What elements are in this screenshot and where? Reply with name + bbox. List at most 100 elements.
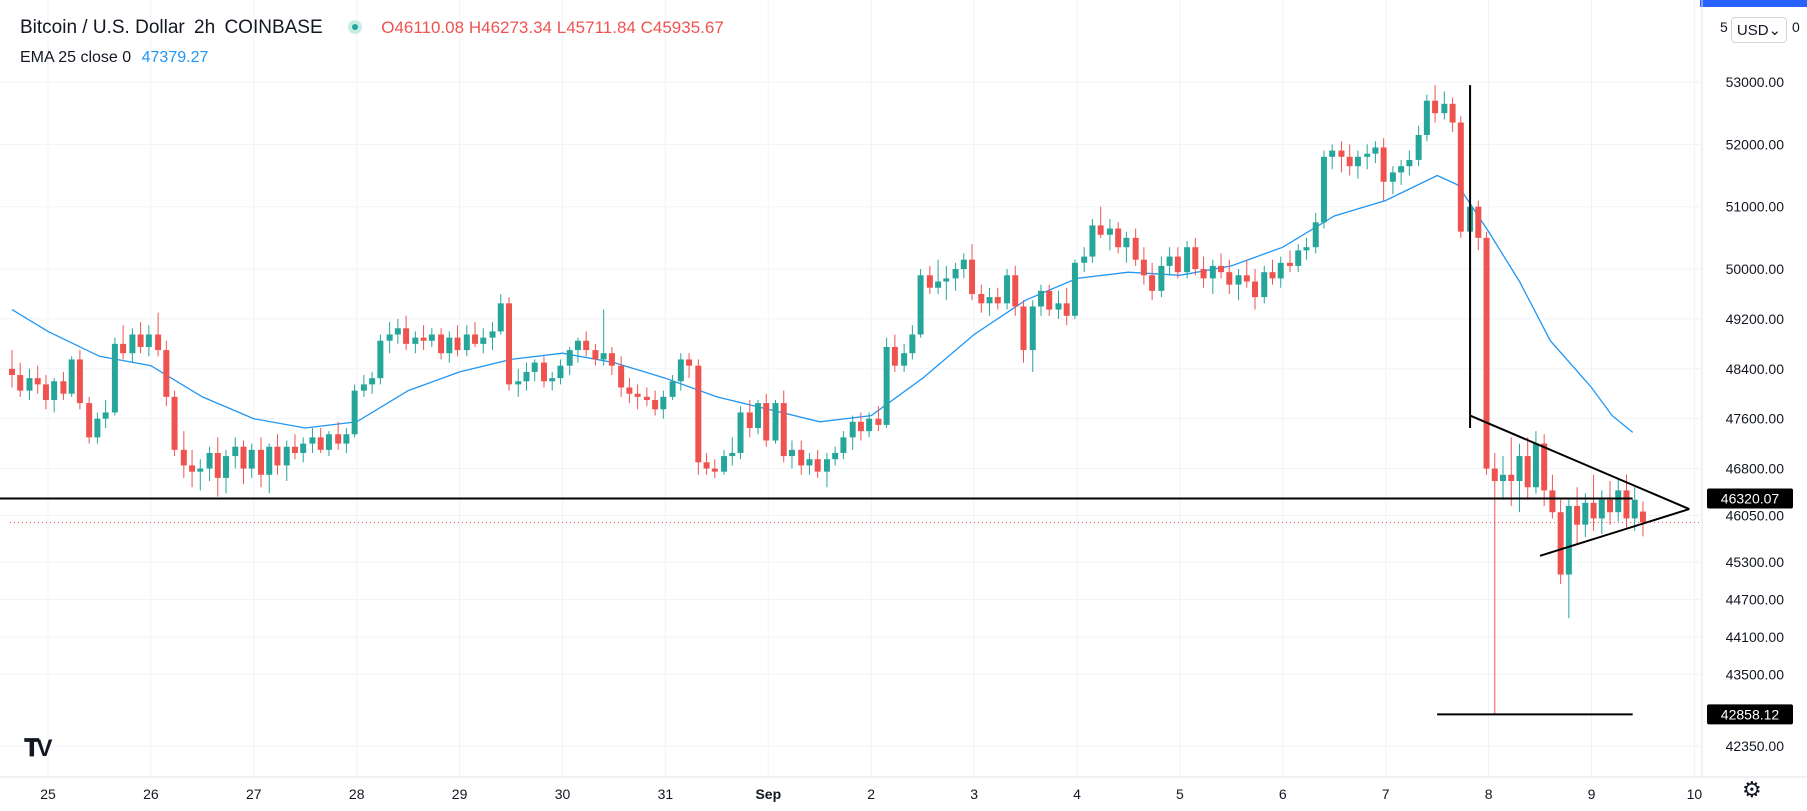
symbol-legend[interactable]: Bitcoin / U.S. Dollar 2h COINBASE O46110… bbox=[20, 17, 724, 39]
candle bbox=[1329, 144, 1336, 170]
candle bbox=[343, 428, 350, 453]
candle-body bbox=[618, 365, 625, 388]
candle bbox=[1549, 474, 1556, 519]
candle bbox=[540, 356, 547, 388]
price-labels: 46320.07 42858.12 bbox=[1707, 488, 1793, 725]
candle-body bbox=[1295, 250, 1302, 266]
gear-icon[interactable]: ⚙ bbox=[1742, 777, 1762, 802]
candle-body bbox=[1406, 159, 1413, 167]
candle bbox=[626, 378, 633, 404]
candle-body bbox=[755, 403, 762, 429]
candle-body bbox=[42, 384, 49, 400]
candle-body bbox=[1500, 474, 1507, 482]
candle bbox=[1432, 85, 1439, 123]
candle-body bbox=[111, 343, 118, 413]
candle-body bbox=[1218, 265, 1225, 273]
candle bbox=[557, 359, 564, 385]
candle-body bbox=[891, 346, 898, 366]
candle bbox=[549, 371, 556, 391]
candle bbox=[335, 421, 342, 450]
candle-body bbox=[1441, 103, 1448, 114]
symbol-name[interactable]: Bitcoin / U.S. Dollar bbox=[20, 17, 185, 38]
y-tick-label: 46800.00 bbox=[1726, 461, 1785, 477]
candle-body bbox=[180, 449, 187, 466]
tradingview-logo-icon[interactable]: 𝐓V bbox=[24, 735, 53, 762]
candle-body bbox=[986, 297, 993, 304]
candle-body bbox=[909, 334, 916, 354]
candle-body bbox=[1004, 275, 1011, 304]
x-tick-label: 26 bbox=[143, 786, 159, 802]
candle bbox=[909, 325, 916, 360]
candle bbox=[875, 406, 882, 432]
candle-body bbox=[325, 434, 332, 450]
candle bbox=[1295, 244, 1302, 273]
candle bbox=[1449, 97, 1456, 132]
candle-body bbox=[1372, 147, 1379, 154]
candle-body bbox=[866, 418, 873, 432]
candle-body bbox=[1639, 511, 1646, 523]
candle-body bbox=[274, 446, 281, 466]
scale-top-digit-left: 5 bbox=[1720, 19, 1728, 35]
candle bbox=[1590, 474, 1597, 531]
candle-body bbox=[1046, 290, 1053, 310]
candle bbox=[300, 437, 307, 463]
candle-body bbox=[695, 365, 702, 463]
candle-body bbox=[428, 334, 435, 341]
candle bbox=[1483, 231, 1490, 475]
candle bbox=[1500, 456, 1507, 500]
candle bbox=[386, 322, 393, 354]
candle bbox=[463, 325, 470, 357]
y-tick-label: 47600.00 bbox=[1726, 411, 1785, 427]
candle-body bbox=[446, 337, 453, 354]
candle bbox=[840, 431, 847, 460]
candle-body bbox=[1329, 150, 1336, 157]
candle-body bbox=[1140, 259, 1147, 276]
candle-body bbox=[849, 421, 856, 438]
x-tick-label: 9 bbox=[1588, 786, 1596, 802]
candle-body bbox=[1338, 150, 1345, 157]
candle-body bbox=[489, 331, 496, 338]
candle bbox=[566, 346, 573, 376]
trend-drawings[interactable] bbox=[0, 85, 1690, 716]
scale-top-digit-right: 0 bbox=[1792, 19, 1800, 35]
candle-body bbox=[788, 449, 795, 457]
candle bbox=[669, 375, 676, 400]
y-axis-labels: 53000.00 52000.00 51000.00 50000.00 49200.00… bbox=[1726, 74, 1785, 754]
candle bbox=[866, 412, 873, 438]
candle bbox=[1012, 265, 1019, 316]
candle-body bbox=[1516, 456, 1523, 482]
candle-body bbox=[1063, 303, 1070, 316]
candle-body bbox=[1132, 237, 1139, 260]
candle-body bbox=[266, 446, 273, 475]
candle bbox=[51, 378, 58, 413]
candle-body bbox=[51, 381, 58, 400]
candle bbox=[145, 325, 152, 357]
candle-body bbox=[626, 387, 633, 394]
market-status-icon[interactable] bbox=[347, 20, 362, 34]
ema-legend[interactable]: EMA 25 close 0 47379.27 bbox=[20, 49, 208, 67]
ohlc-values: O46110.08 H46273.34 L45711.84 C45935.67 bbox=[381, 18, 724, 37]
candle-body bbox=[8, 368, 15, 376]
candle bbox=[1269, 259, 1276, 285]
candle-body bbox=[926, 275, 933, 288]
candle-body bbox=[1557, 512, 1564, 575]
candle bbox=[926, 265, 933, 294]
candle-body bbox=[600, 353, 607, 360]
currency-button[interactable]: USD⌄ bbox=[1731, 17, 1787, 43]
exchange-label[interactable]: COINBASE bbox=[224, 17, 323, 38]
candle bbox=[274, 434, 281, 475]
candle-body bbox=[814, 459, 821, 472]
candle bbox=[1192, 237, 1199, 276]
candle-body bbox=[1423, 100, 1430, 135]
ema-name[interactable]: EMA 25 close 0 bbox=[20, 49, 132, 66]
candle bbox=[17, 362, 24, 397]
candle bbox=[1174, 247, 1181, 279]
candle bbox=[1389, 166, 1396, 195]
open-label: O bbox=[381, 18, 395, 37]
interval-label[interactable]: 2h bbox=[194, 17, 216, 38]
price-label: 46320.07 bbox=[1707, 488, 1793, 509]
candle bbox=[129, 328, 136, 363]
price-scale-area[interactable] bbox=[1702, 0, 1807, 811]
candle-body bbox=[994, 297, 1001, 304]
